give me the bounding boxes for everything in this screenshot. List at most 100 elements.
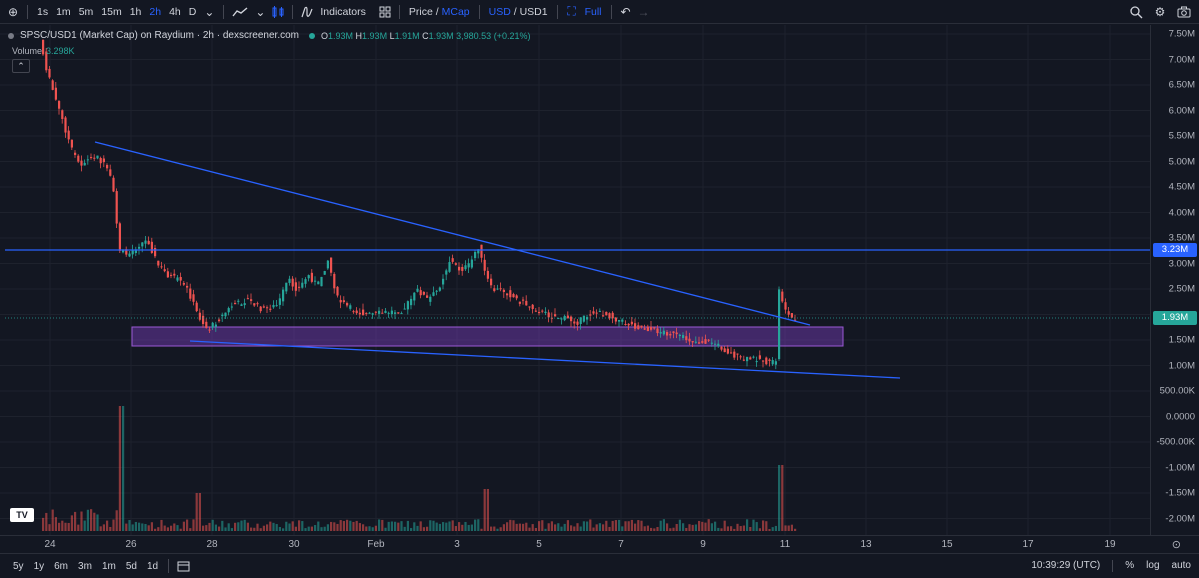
volume-bar xyxy=(192,519,195,531)
volume-bar xyxy=(771,527,774,531)
volume-bar xyxy=(112,519,115,531)
candle-body xyxy=(237,300,240,302)
candle-body xyxy=(509,290,512,298)
interval-d[interactable]: D xyxy=(188,5,197,18)
interval-1s[interactable]: 1s xyxy=(37,5,49,18)
log-toggle[interactable]: log xyxy=(1146,560,1160,571)
price-chart[interactable] xyxy=(0,25,1150,535)
current-price-badge: 1.93M xyxy=(1153,311,1197,325)
candle-body xyxy=(400,313,403,315)
range-6m[interactable]: 6m xyxy=(54,560,69,572)
candle-body xyxy=(691,341,694,343)
candle-body xyxy=(176,277,179,281)
candle-body xyxy=(573,321,576,324)
volume-bar xyxy=(218,526,221,531)
add-symbol-icon[interactable]: ⊕ xyxy=(7,4,19,19)
gear-icon[interactable]: ⚙ xyxy=(1154,5,1166,19)
symbol-title: SPSC/USD1 (Market Cap) on Raydium · 2h ·… xyxy=(20,30,299,41)
volume-bar xyxy=(538,521,541,531)
candle-body xyxy=(493,288,496,292)
candle-body xyxy=(608,313,611,319)
range-1y[interactable]: 1y xyxy=(33,560,45,572)
interval-5m[interactable]: 5m xyxy=(78,5,94,18)
quick-search-icon[interactable] xyxy=(1127,3,1145,21)
layout-icon[interactable] xyxy=(376,3,394,21)
divider xyxy=(610,4,612,19)
candle-body xyxy=(566,315,569,319)
candle-body xyxy=(256,303,259,305)
candle-body xyxy=(218,319,221,322)
range-1m[interactable]: 1m xyxy=(101,560,116,572)
price-axis[interactable]: -2.00M -1.50M -1.00M -500.00K 0.0000 500.00K 1… xyxy=(1150,25,1199,535)
indicators-button[interactable]: Indicators xyxy=(320,5,366,18)
candle-body xyxy=(496,288,499,290)
candle-body xyxy=(42,39,45,55)
volume-legend: Volume 3.298K xyxy=(12,46,75,56)
line-chart-icon[interactable] xyxy=(229,3,251,21)
candle-body xyxy=(547,312,550,318)
candle-body xyxy=(717,343,720,347)
auto-toggle[interactable]: auto xyxy=(1171,560,1191,571)
volume-bar xyxy=(262,525,265,531)
volume-bar xyxy=(666,523,669,531)
fullscreen-icon[interactable]: ⛶ xyxy=(567,4,576,18)
range-3m[interactable]: 3m xyxy=(78,560,92,572)
volume-bar xyxy=(694,524,697,531)
undo-icon[interactable]: ↶ xyxy=(620,4,631,19)
candle-body xyxy=(186,285,189,288)
candles-icon[interactable] xyxy=(269,3,287,21)
interval-4h[interactable]: 4h xyxy=(169,5,181,18)
candle-body xyxy=(454,263,457,265)
chevron-down-icon[interactable]: ⌄ xyxy=(204,4,215,19)
price-tick-label: 7.50M xyxy=(1168,28,1195,40)
candle-body xyxy=(310,272,313,282)
candle-body xyxy=(595,312,598,314)
candle-body xyxy=(131,250,134,255)
interval-2h[interactable]: 2h xyxy=(149,5,162,18)
candle-body xyxy=(77,155,80,162)
candle-body xyxy=(109,169,112,176)
currency-toggle[interactable]: USD / USD1 xyxy=(488,5,548,18)
range-5d[interactable]: 5d xyxy=(125,560,137,572)
volume-bar xyxy=(528,527,531,531)
top-toolbar: ⊕ 1s 1m 5m 15m 1h 2h 4h D ⌄ ⌄ Indicators… xyxy=(0,0,1199,24)
volume-bar xyxy=(515,523,518,531)
date-range-icon[interactable] xyxy=(174,557,192,575)
settings-icon[interactable]: ⊙ xyxy=(1171,539,1181,551)
percent-toggle[interactable]: % xyxy=(1125,560,1135,571)
volume-bar xyxy=(144,523,147,531)
candle-body xyxy=(515,295,518,299)
clock-display[interactable]: 10:39:29 (UTC) xyxy=(1031,560,1101,571)
time-tick-label: 19 xyxy=(1104,539,1116,550)
price-tick-label: 3.50M xyxy=(1168,232,1195,244)
volume-bar xyxy=(730,526,733,531)
chevron-down-icon[interactable]: ⌄ xyxy=(255,4,266,19)
full-button[interactable]: Full xyxy=(584,5,602,18)
collapse-legend-button[interactable]: ⌃ xyxy=(12,59,30,73)
volume-bar xyxy=(618,519,621,531)
time-axis[interactable]: 19 17 15 13 11 9 7 5 3 Feb 30 28 26 24 ⊙ xyxy=(0,535,1199,553)
indicators-icon[interactable] xyxy=(298,3,316,21)
candle-body xyxy=(170,274,173,276)
interval-15m[interactable]: 15m xyxy=(101,5,122,18)
interval-1h[interactable]: 1h xyxy=(129,5,142,18)
volume-bar xyxy=(602,524,605,531)
range-5y[interactable]: 5y xyxy=(13,560,24,572)
volume-bar xyxy=(768,528,771,531)
range-1d[interactable]: 1d xyxy=(146,560,159,572)
redo-icon[interactable]: → xyxy=(637,4,650,19)
candle-body xyxy=(448,262,451,272)
candle-body xyxy=(86,159,89,161)
volume-bar xyxy=(486,489,489,531)
volume-bar xyxy=(448,521,451,531)
candle-body xyxy=(618,319,621,322)
interval-1m[interactable]: 1m xyxy=(56,5,71,18)
candle-body xyxy=(621,319,624,322)
candle-body xyxy=(138,246,141,249)
candle-body xyxy=(48,68,51,78)
volume-bar xyxy=(438,523,441,531)
candle-body xyxy=(704,339,707,344)
camera-icon[interactable] xyxy=(1175,3,1193,21)
candle-body xyxy=(598,310,601,312)
price-toggle[interactable]: Price / MCap xyxy=(408,5,470,18)
